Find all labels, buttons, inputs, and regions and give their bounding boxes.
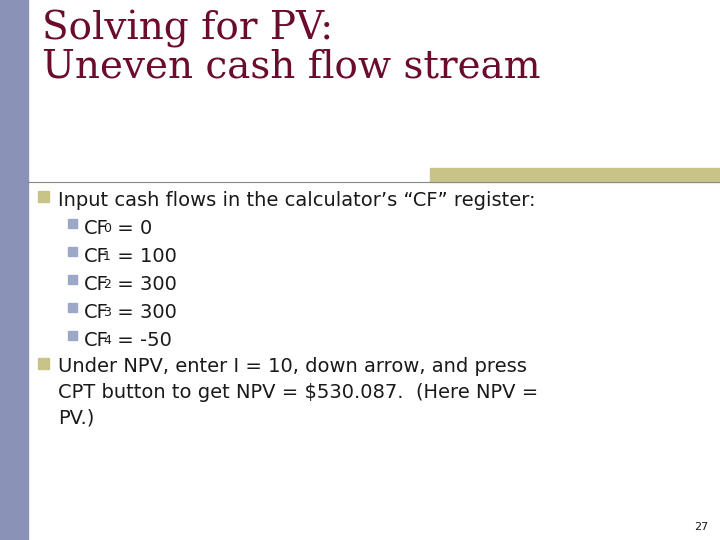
Bar (68, 247, 77, 256)
Text: = 300: = 300 (111, 303, 177, 322)
Bar (0, 0, 28, 540)
Bar (38, 191, 49, 202)
Text: Input cash flows in the calculator’s “CF” register:: Input cash flows in the calculator’s “CF… (58, 191, 536, 210)
Text: CF: CF (84, 219, 109, 238)
Text: Uneven cash flow stream: Uneven cash flow stream (42, 48, 541, 85)
Text: CF: CF (84, 331, 109, 350)
Text: Solving for PV:: Solving for PV: (42, 10, 333, 48)
Text: CPT button to get NPV = $530.087.  (Here NPV =: CPT button to get NPV = $530.087. (Here … (58, 383, 539, 402)
Text: 1: 1 (103, 250, 111, 263)
Text: CF: CF (84, 247, 109, 266)
Text: 4: 4 (103, 334, 111, 347)
Bar (430, 168, 720, 182)
Text: Under NPV, enter I = 10, down arrow, and press: Under NPV, enter I = 10, down arrow, and… (58, 357, 527, 376)
Bar (68, 219, 77, 228)
Text: = -50: = -50 (111, 331, 172, 350)
Bar (68, 303, 77, 312)
Text: PV.): PV.) (58, 409, 94, 428)
Bar (38, 358, 49, 369)
Text: = 100: = 100 (111, 247, 177, 266)
Text: = 0: = 0 (111, 219, 152, 238)
Text: 2: 2 (103, 278, 111, 291)
Text: 0: 0 (103, 222, 111, 235)
Bar (68, 275, 77, 284)
Text: 27: 27 (694, 522, 708, 532)
Text: = 300: = 300 (111, 275, 177, 294)
Bar (68, 331, 77, 340)
Text: CF: CF (84, 303, 109, 322)
Text: CF: CF (84, 275, 109, 294)
Text: 3: 3 (103, 306, 111, 319)
